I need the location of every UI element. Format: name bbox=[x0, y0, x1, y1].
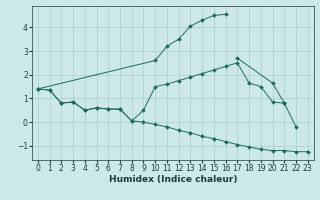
X-axis label: Humidex (Indice chaleur): Humidex (Indice chaleur) bbox=[108, 175, 237, 184]
